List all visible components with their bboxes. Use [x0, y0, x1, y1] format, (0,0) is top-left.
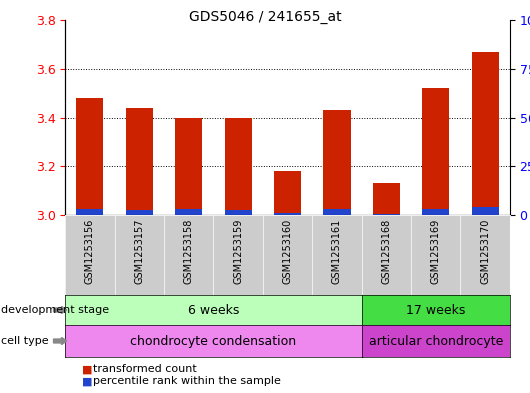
Bar	[422, 209, 449, 215]
Bar	[225, 210, 252, 215]
Bar	[373, 183, 400, 215]
Text: ■: ■	[82, 376, 93, 386]
Text: GSM1253158: GSM1253158	[184, 219, 193, 285]
Text: GSM1253159: GSM1253159	[233, 219, 243, 285]
Text: articular chondrocyte: articular chondrocyte	[368, 334, 503, 347]
Text: 6 weeks: 6 weeks	[188, 303, 239, 316]
Text: development stage: development stage	[1, 305, 109, 315]
Text: GDS5046 / 241655_at: GDS5046 / 241655_at	[189, 10, 341, 24]
Bar	[472, 207, 499, 215]
Bar	[472, 52, 499, 215]
Bar	[175, 209, 202, 215]
Text: GSM1253169: GSM1253169	[431, 219, 441, 284]
Bar	[126, 209, 153, 215]
Text: ■: ■	[82, 364, 93, 375]
Bar	[323, 110, 350, 215]
Text: GSM1253157: GSM1253157	[134, 219, 144, 285]
Bar	[225, 118, 252, 215]
Text: GSM1253160: GSM1253160	[282, 219, 293, 284]
Bar	[422, 88, 449, 215]
Bar	[76, 209, 103, 215]
Bar	[323, 209, 350, 215]
Text: GSM1253170: GSM1253170	[480, 219, 490, 285]
Bar	[274, 171, 301, 215]
Bar	[126, 108, 153, 215]
Text: cell type: cell type	[1, 336, 49, 346]
Text: GSM1253168: GSM1253168	[382, 219, 391, 284]
Text: transformed count: transformed count	[93, 364, 197, 375]
Text: chondrocyte condensation: chondrocyte condensation	[130, 334, 296, 347]
Bar	[175, 118, 202, 215]
Text: percentile rank within the sample: percentile rank within the sample	[93, 376, 280, 386]
Bar	[373, 214, 400, 215]
Bar	[274, 213, 301, 215]
Text: 17 weeks: 17 weeks	[406, 303, 465, 316]
Text: GSM1253161: GSM1253161	[332, 219, 342, 284]
Text: GSM1253156: GSM1253156	[85, 219, 95, 285]
Bar	[76, 98, 103, 215]
